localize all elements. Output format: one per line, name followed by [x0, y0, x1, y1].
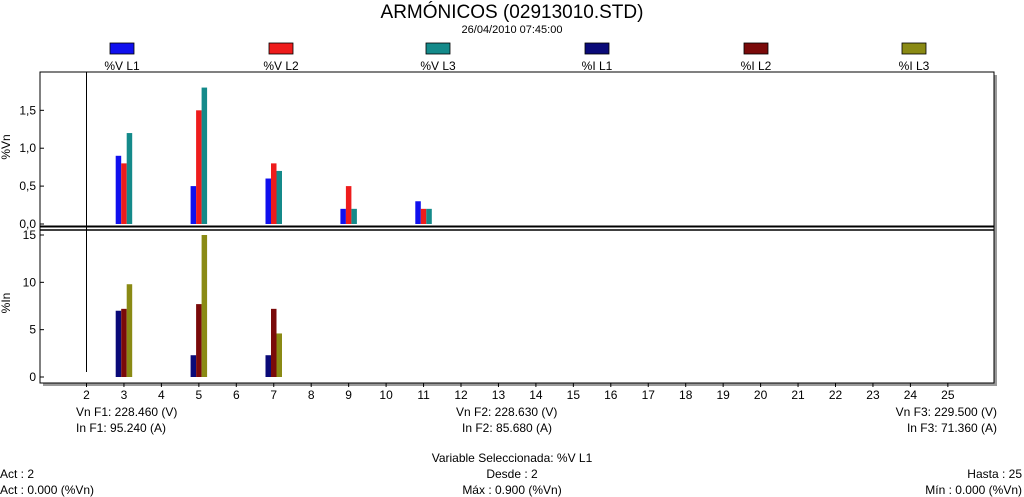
y-axis-label: %In — [0, 293, 13, 314]
y-tick-label: 0 — [29, 370, 36, 384]
x-tick-label: 22 — [829, 388, 843, 402]
act-label: Act : 2 — [0, 467, 35, 481]
x-tick-label: 20 — [754, 388, 768, 402]
y-tick-label: 10 — [23, 275, 37, 289]
chart-timestamp: 26/04/2010 07:45:00 — [461, 24, 563, 36]
legend-label: %V L1 — [104, 59, 140, 73]
x-tick-label: 24 — [904, 388, 918, 402]
y-axis-label: %Vn — [0, 134, 13, 159]
bar--i-l3-h5 — [201, 235, 208, 377]
legend-label: %I L3 — [899, 59, 930, 73]
act-value-label: Act : 0.000 (%Vn) — [0, 483, 95, 497]
in-f2-label: In F2: 85.680 (A) — [462, 421, 553, 435]
bar--v-l2-h7 — [271, 163, 277, 224]
x-tick-label: 4 — [158, 388, 165, 402]
x-tick-label: 10 — [379, 388, 393, 402]
legend-label: %I L2 — [741, 59, 772, 73]
y-tick-label: 15 — [23, 228, 37, 242]
bar--v-l3-h11 — [426, 208, 432, 224]
x-tick-label: 14 — [529, 388, 543, 402]
legend-label: %V L2 — [263, 59, 299, 73]
x-tick-label: 19 — [716, 388, 730, 402]
legend-label: %I L1 — [582, 59, 613, 73]
bar--v-l1-h3 — [115, 155, 122, 224]
bar--v-l1-h5 — [190, 186, 197, 224]
y-tick-label: 0,0 — [19, 217, 36, 231]
min-label: Mín : 0.000 (%Vn) — [925, 483, 1022, 497]
x-tick-label: 13 — [492, 388, 506, 402]
max-label: Máx : 0.900 (%Vn) — [462, 483, 562, 497]
bar--v-l3-h5 — [201, 87, 208, 224]
legend-swatch — [901, 42, 927, 55]
x-tick-label: 3 — [121, 388, 128, 402]
in-f3-label: In F3: 71.360 (A) — [906, 421, 997, 435]
bar--i-l3-h7 — [276, 333, 282, 377]
bar--i-l3-h3 — [126, 284, 133, 377]
y-tick-label: 1,0 — [19, 141, 36, 155]
x-tick-label: 7 — [270, 388, 277, 402]
bar--v-l2-h3 — [121, 163, 127, 224]
y-tick-label: 0,5 — [19, 179, 36, 193]
legend-swatch — [584, 42, 610, 55]
bar--v-l3-h7 — [276, 170, 282, 224]
in-f1-label: In F1: 95.240 (A) — [76, 421, 167, 435]
x-tick-label: 12 — [454, 388, 468, 402]
bar--i-l1-h5 — [190, 355, 197, 377]
bar--i-l2-h7 — [271, 308, 277, 377]
x-tick-label: 25 — [941, 388, 955, 402]
x-tick-label: 9 — [345, 388, 352, 402]
bar--v-l1-h7 — [265, 178, 271, 224]
selected-variable-label: Variable Seleccionada: %V L1 — [431, 451, 593, 465]
bar--v-l1-h9 — [340, 208, 346, 224]
legend-swatch — [268, 42, 294, 55]
x-tick-label: 5 — [196, 388, 203, 402]
x-tick-label: 18 — [679, 388, 693, 402]
bar--v-l3-h3 — [126, 133, 133, 224]
x-tick-label: 15 — [567, 388, 581, 402]
x-tick-label: 16 — [604, 388, 618, 402]
legend-swatch — [425, 42, 451, 55]
bar--v-l2-h5 — [196, 110, 202, 224]
chart-title: ARMÓNICOS (02913010.STD) — [380, 2, 644, 23]
legend-swatch — [743, 42, 769, 55]
x-tick-label: 6 — [233, 388, 240, 402]
bar--v-l2-h9 — [345, 186, 352, 224]
x-tick-label: 17 — [642, 388, 656, 402]
bar--i-l2-h3 — [121, 308, 127, 377]
bar--i-l1-h7 — [265, 355, 271, 377]
legend-label: %V L3 — [420, 59, 456, 73]
desde-label: Desde : 2 — [486, 467, 538, 481]
x-tick-label: 11 — [417, 388, 430, 402]
bar--v-l2-h11 — [420, 208, 427, 224]
x-tick-label: 21 — [791, 388, 805, 402]
x-tick-label: 8 — [308, 388, 315, 402]
vn-f3-label: Vn F3: 229.500 (V) — [895, 405, 997, 419]
bar--i-l2-h5 — [196, 304, 202, 377]
y-tick-label: 1,5 — [19, 103, 36, 117]
x-tick-label: 2 — [83, 388, 90, 402]
bar--v-l1-h11 — [415, 201, 421, 224]
bar--v-l3-h9 — [351, 208, 357, 224]
bar--i-l1-h3 — [115, 310, 122, 377]
hasta-label: Hasta : 25 — [967, 467, 1022, 481]
vn-f1-label: Vn F1: 228.460 (V) — [76, 405, 178, 419]
x-tick-label: 23 — [866, 388, 880, 402]
y-tick-label: 5 — [29, 323, 36, 337]
vn-f2-label: Vn F2: 228.630 (V) — [456, 405, 558, 419]
legend-swatch — [109, 42, 135, 55]
